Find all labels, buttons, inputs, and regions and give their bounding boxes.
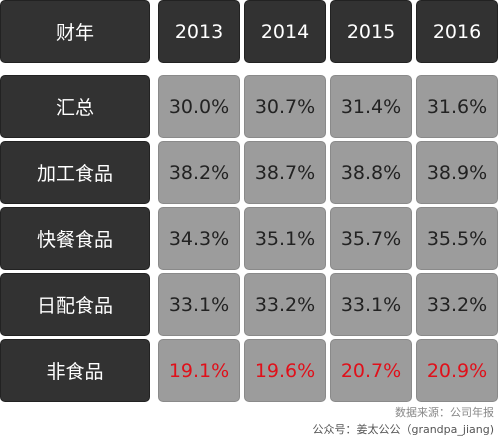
row-label: 非食品 — [0, 339, 150, 402]
value-cell: 19.1% — [158, 339, 240, 402]
value-cell: 31.4% — [330, 75, 412, 138]
source-note: 数据来源：公司年报 — [395, 406, 494, 419]
year-header: 2013 — [158, 0, 240, 63]
year-header: 2014 — [244, 0, 326, 63]
value-cell: 34.3% — [158, 207, 240, 270]
credit-note: 公众号：姜太公公（grandpa_jiang) — [312, 423, 494, 436]
value-cell: 33.1% — [330, 273, 412, 336]
value-cell: 35.7% — [330, 207, 412, 270]
value-cell: 35.1% — [244, 207, 326, 270]
value-cell: 19.6% — [244, 339, 326, 402]
value-cell: 35.5% — [416, 207, 498, 270]
value-cell: 38.8% — [330, 141, 412, 204]
value-cell: 33.1% — [158, 273, 240, 336]
value-cell: 20.9% — [416, 339, 498, 402]
corner-header: 财年 — [0, 0, 150, 63]
value-cell: 31.6% — [416, 75, 498, 138]
value-cell: 30.0% — [158, 75, 240, 138]
row-label: 快餐食品 — [0, 207, 150, 270]
row-label: 日配食品 — [0, 273, 150, 336]
year-header: 2015 — [330, 0, 412, 63]
value-cell: 30.7% — [244, 75, 326, 138]
row-label: 加工食品 — [0, 141, 150, 204]
value-cell: 33.2% — [416, 273, 498, 336]
value-cell: 33.2% — [244, 273, 326, 336]
year-header: 2016 — [416, 0, 498, 63]
value-cell: 38.9% — [416, 141, 498, 204]
row-label: 汇总 — [0, 75, 150, 138]
value-cell: 38.7% — [244, 141, 326, 204]
value-cell: 20.7% — [330, 339, 412, 402]
value-cell: 38.2% — [158, 141, 240, 204]
